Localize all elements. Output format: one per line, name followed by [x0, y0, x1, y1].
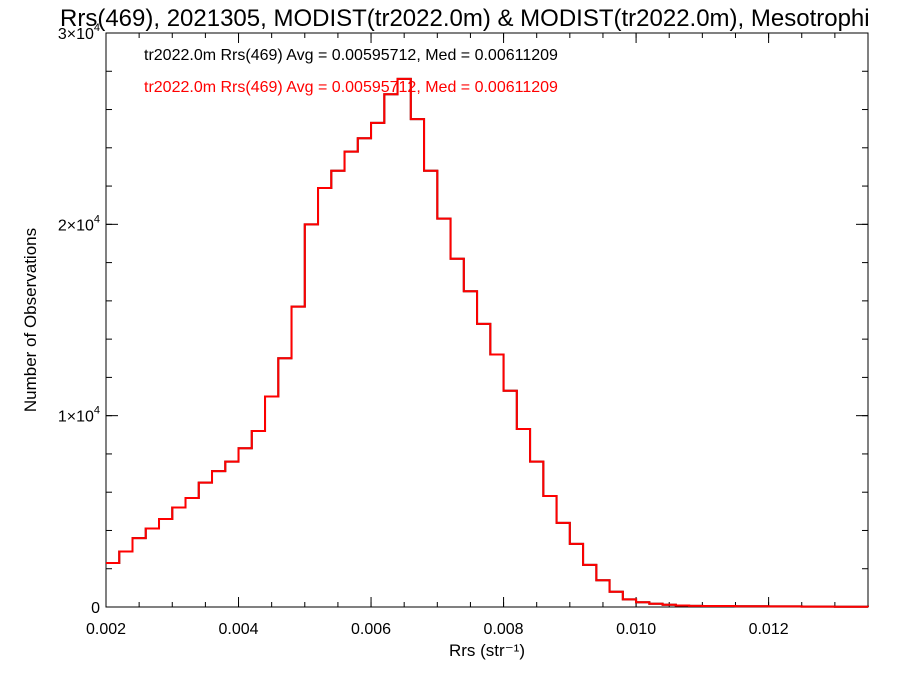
chart-title: Rrs(469), 2021305, MODIST(tr2022.0m) & M… — [60, 5, 870, 32]
x-tick-label: 0.006 — [351, 621, 391, 638]
x-axis: 0.002 0.004 0.006 0.008 0.010 0.012 — [86, 33, 869, 638]
plot-frame — [105, 32, 869, 608]
y-tick-label: 3×104 — [58, 22, 100, 43]
plot-border — [105, 32, 869, 608]
x-tick-label: 0.010 — [616, 621, 656, 638]
y-axis: 0 1×104 2×104 3×104 — [58, 22, 868, 617]
x-tick-label: 0.012 — [749, 621, 789, 638]
y-tick-label: 0 — [91, 600, 100, 617]
x-axis-label: Rrs (str⁻¹) — [449, 641, 525, 660]
annotation-red: tr2022.0m Rrs(469) Avg = 0.00595712, Med… — [144, 79, 558, 96]
series-line-0 — [106, 77, 869, 608]
annotation-black: tr2022.0m Rrs(469) Avg = 0.00595712, Med… — [144, 47, 558, 64]
series-layer — [106, 77, 869, 608]
y-tick-label: 1×104 — [58, 405, 100, 426]
y-axis-label: Number of Observations — [21, 228, 40, 412]
y-tick-label: 2×104 — [58, 213, 100, 234]
x-tick-label: 0.004 — [218, 621, 258, 638]
x-tick-label: 0.008 — [484, 621, 524, 638]
series-line-1 — [106, 77, 869, 608]
x-tick-label: 0.002 — [86, 621, 126, 638]
